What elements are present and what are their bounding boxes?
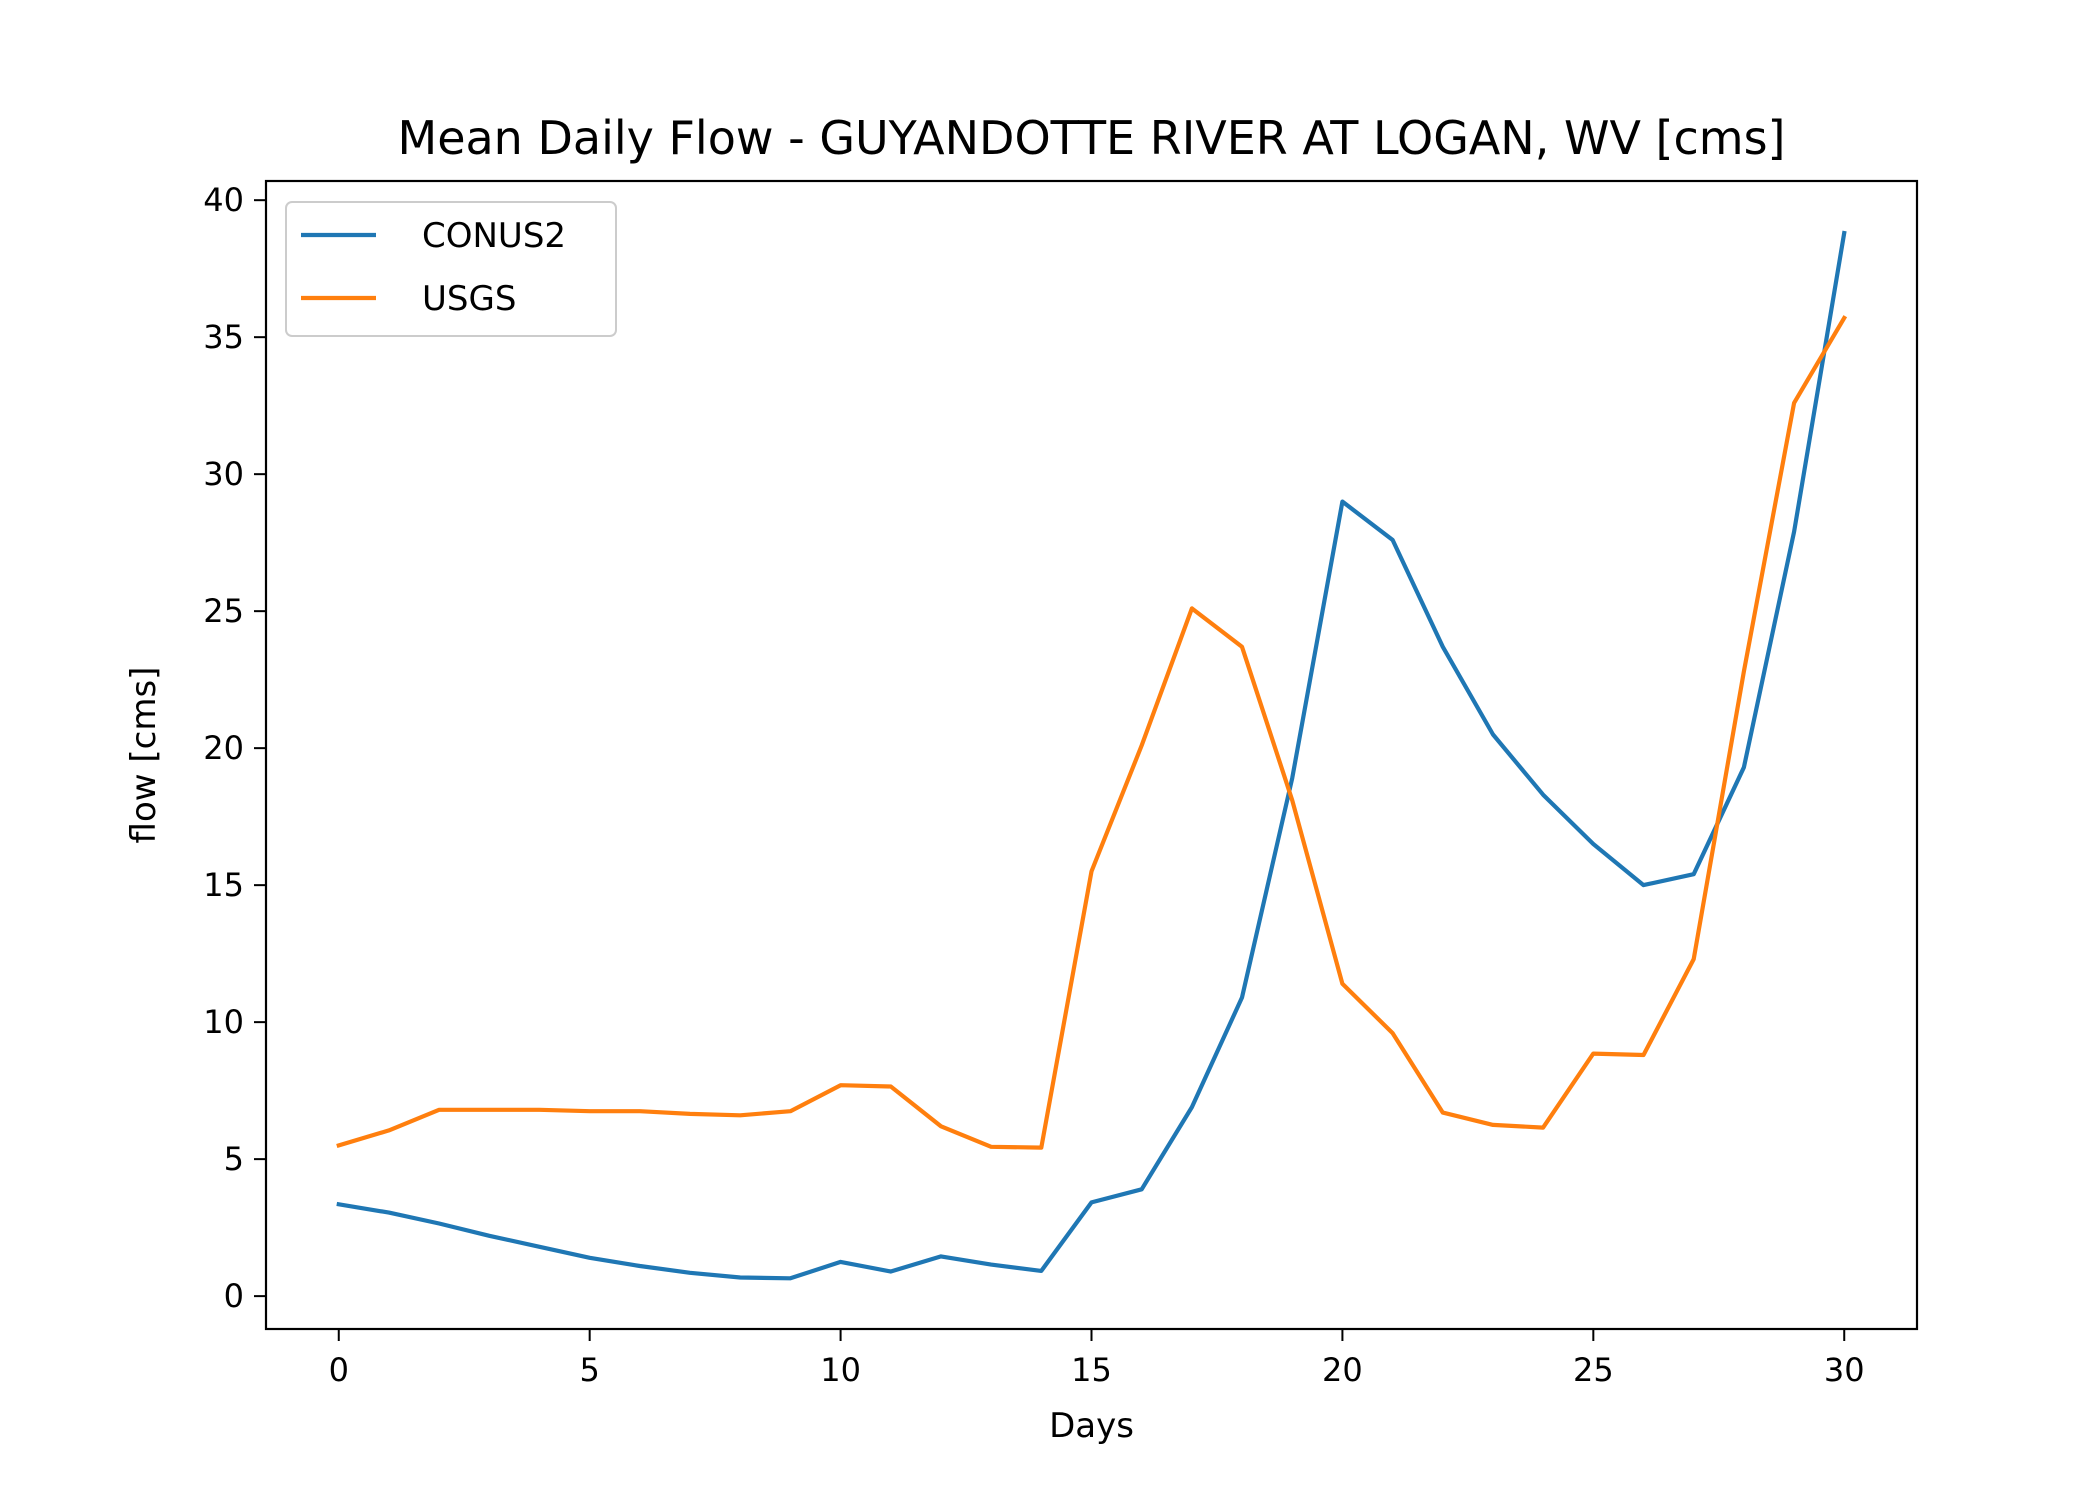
y-tick-label: 25 bbox=[203, 592, 244, 630]
y-tick-label: 10 bbox=[203, 1003, 244, 1041]
x-tick-label: 5 bbox=[579, 1351, 599, 1389]
y-tick-label: 40 bbox=[203, 181, 244, 219]
x-tick-label: 25 bbox=[1573, 1351, 1614, 1389]
y-tick-label: 35 bbox=[203, 318, 244, 356]
series-line-usgs bbox=[336, 315, 1848, 1150]
series-line-conus2 bbox=[336, 230, 1847, 1281]
x-tick-label: 0 bbox=[329, 1351, 349, 1389]
legend-label-usgs: USGS bbox=[422, 279, 516, 319]
y-tick-label: 30 bbox=[203, 455, 244, 493]
y-tick-label: 0 bbox=[224, 1277, 244, 1315]
x-tick-label: 30 bbox=[1824, 1351, 1865, 1389]
legend-label-conus2: CONUS2 bbox=[422, 216, 566, 256]
y-tick-label: 15 bbox=[203, 866, 244, 904]
x-tick-label: 15 bbox=[1071, 1351, 1112, 1389]
x-axis-title: Days bbox=[1049, 1406, 1134, 1446]
plot-area: 0 5 10 15 20 25 30 0 5 10 15 20 25 30 35 40 bbox=[203, 179, 1919, 1389]
x-tick-label: 10 bbox=[820, 1351, 861, 1389]
y-tick-label: 20 bbox=[203, 729, 244, 767]
y-axis-title: flow [cms] bbox=[124, 667, 164, 844]
y-tick-label: 5 bbox=[224, 1140, 244, 1178]
x-tick-label: 20 bbox=[1322, 1351, 1363, 1389]
chart-title: Mean Daily Flow - GUYANDOTTE RIVER AT LO… bbox=[398, 111, 1786, 165]
legend: CONUS2 USGS bbox=[285, 201, 617, 337]
